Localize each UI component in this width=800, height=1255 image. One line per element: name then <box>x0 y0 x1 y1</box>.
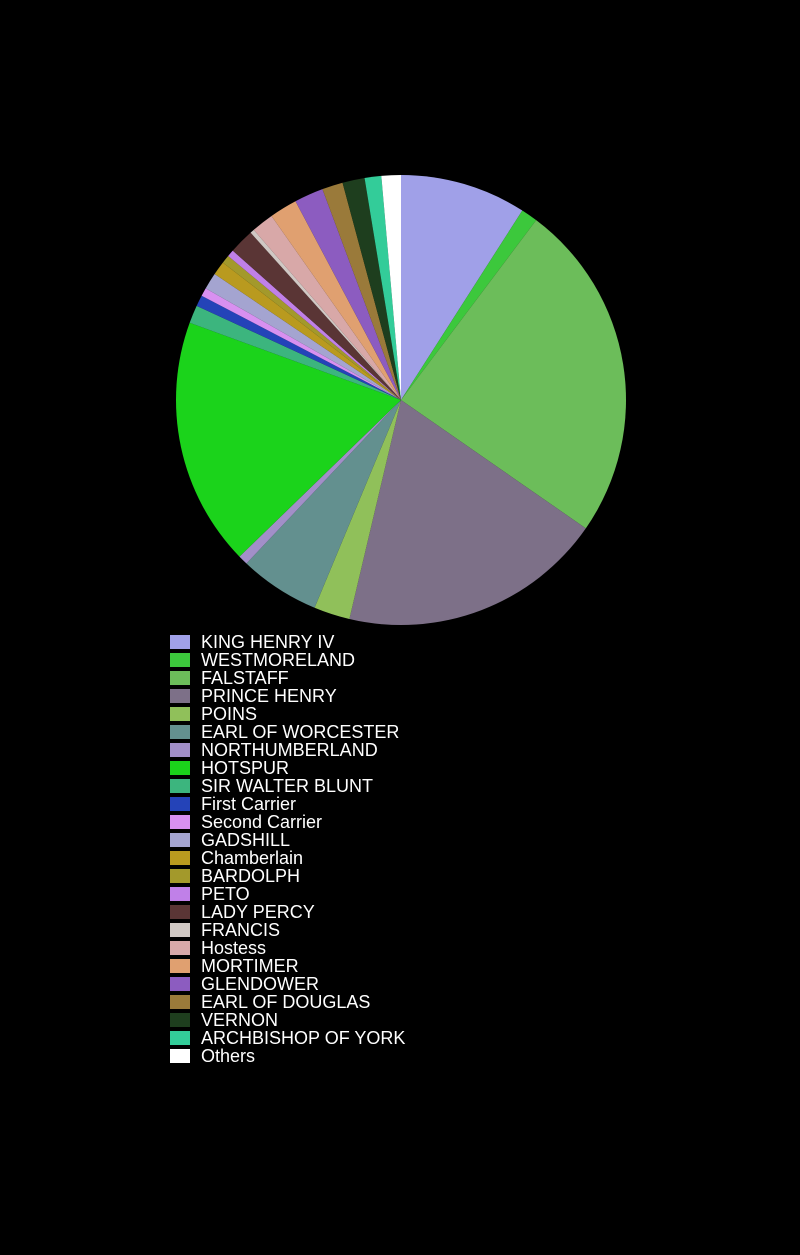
pie-slice-westmoreland <box>401 210 537 400</box>
legend-entry: KING HENRY IV <box>170 633 405 651</box>
legend-entry: MORTIMER <box>170 957 405 975</box>
legend-swatch <box>170 797 190 811</box>
pie-slice-gadshill <box>205 273 401 400</box>
legend-swatch <box>170 743 190 757</box>
legend-label: Chamberlain <box>201 848 304 868</box>
legend-entry: GLENDOWER <box>170 975 405 993</box>
legend-label: EARL OF WORCESTER <box>201 722 400 742</box>
legend-label: Hostess <box>201 938 267 958</box>
legend-entry: EARL OF DOUGLAS <box>170 993 405 1011</box>
legend-label: PETO <box>201 884 250 904</box>
legend-label: POINS <box>201 704 258 724</box>
legend-swatch <box>170 653 190 667</box>
legend-entry: Second Carrier <box>170 813 405 831</box>
pie-slice-francis <box>250 229 401 400</box>
legend-entry: Others <box>170 1047 405 1065</box>
pie-slice-prince-henry <box>349 400 586 625</box>
legend-swatch <box>170 761 190 775</box>
pie-slice-first-carrier <box>196 295 401 400</box>
pie-slice-lady-percy <box>232 232 401 400</box>
legend-label: GADSHILL <box>201 830 291 850</box>
pie-slice-earl-of-worcester <box>246 400 401 608</box>
legend-entry: WESTMORELAND <box>170 651 405 669</box>
legend-entry: ARCHBISHOP OF YORK <box>170 1029 405 1047</box>
legend-label: PRINCE HENRY <box>201 686 337 706</box>
legend: KING HENRY IV WESTMORELAND FALSTAFF PRINCE … <box>170 633 405 1065</box>
legend-entry: POINS <box>170 705 405 723</box>
legend-label: VERNON <box>201 1010 279 1030</box>
legend-entry: HOTSPUR <box>170 759 405 777</box>
legend-label: FRANCIS <box>201 920 281 940</box>
pie-slice-falstaff <box>401 220 626 529</box>
legend-swatch <box>170 779 190 793</box>
legend-swatch <box>170 725 190 739</box>
legend-entry: Chamberlain <box>170 849 405 867</box>
pie-slice-earl-of-douglas <box>322 182 401 400</box>
legend-swatch <box>170 869 190 883</box>
legend-label: Others <box>201 1046 256 1066</box>
legend-label: WESTMORELAND <box>201 650 356 670</box>
legend-entry: EARL OF WORCESTER <box>170 723 405 741</box>
pie-slice-king-henry-iv <box>401 175 523 400</box>
legend-label: Second Carrier <box>201 812 323 832</box>
legend-entry: First Carrier <box>170 795 405 813</box>
legend-swatch <box>170 689 190 703</box>
legend-swatch <box>170 833 190 847</box>
pie-slice-peto <box>228 250 401 400</box>
pie-slice-bardolph <box>222 255 401 400</box>
legend-swatch <box>170 977 190 991</box>
legend-label: ARCHBISHOP OF YORK <box>201 1028 406 1048</box>
pie-slice-mortimer <box>271 201 401 400</box>
pie-slice-hotspur <box>176 322 401 557</box>
legend-swatch <box>170 887 190 901</box>
legend-swatch <box>170 995 190 1009</box>
pie-slice-poins <box>314 400 401 619</box>
legend-entry: PRINCE HENRY <box>170 687 405 705</box>
legend-entry: VERNON <box>170 1011 405 1029</box>
legend-swatch <box>170 635 190 649</box>
legend-entry: SIR WALTER BLUNT <box>170 777 405 795</box>
legend-swatch <box>170 923 190 937</box>
legend-label: FALSTAFF <box>201 668 289 688</box>
legend-entry: LADY PERCY <box>170 903 405 921</box>
legend-swatch <box>170 815 190 829</box>
legend-swatch <box>170 671 190 685</box>
pie-slice-hostess <box>253 216 401 400</box>
legend-swatch <box>170 905 190 919</box>
legend-entry: BARDOLPH <box>170 867 405 885</box>
pie-slice-others <box>381 175 401 400</box>
legend-label: SIR WALTER BLUNT <box>201 776 374 796</box>
legend-label: LADY PERCY <box>201 902 315 922</box>
legend-swatch <box>170 851 190 865</box>
legend-label: BARDOLPH <box>201 866 301 886</box>
pie-slice-chamberlain <box>214 262 401 400</box>
legend-label: NORTHUMBERLAND <box>201 740 378 760</box>
pie-slice-glendower <box>295 189 401 400</box>
pie-slice-second-carrier <box>201 288 401 400</box>
pie-slice-archbishop-of-york <box>364 175 401 400</box>
legend-entry: GADSHILL <box>170 831 405 849</box>
legend-entry: NORTHUMBERLAND <box>170 741 405 759</box>
legend-swatch <box>170 1031 190 1045</box>
legend-entry: Hostess <box>170 939 405 957</box>
legend-swatch <box>170 959 190 973</box>
legend-entry: FRANCIS <box>170 921 405 939</box>
legend-label: First Carrier <box>201 794 296 814</box>
pie-slice-vernon <box>342 177 401 400</box>
legend-label: GLENDOWER <box>201 974 320 994</box>
pie-plot-area <box>176 175 626 625</box>
legend-entry: PETO <box>170 885 405 903</box>
pie-slice-sir-walter-blunt <box>189 305 401 400</box>
legend-label: MORTIMER <box>201 956 299 976</box>
legend-label: EARL OF DOUGLAS <box>201 992 371 1012</box>
legend-entry: FALSTAFF <box>170 669 405 687</box>
legend-swatch <box>170 707 190 721</box>
legend-swatch <box>170 1013 190 1027</box>
legend-swatch <box>170 941 190 955</box>
legend-swatch <box>170 1049 190 1063</box>
legend-label: HOTSPUR <box>201 758 290 778</box>
pie-slice-northumberland <box>239 400 401 564</box>
legend-label: KING HENRY IV <box>201 632 335 652</box>
